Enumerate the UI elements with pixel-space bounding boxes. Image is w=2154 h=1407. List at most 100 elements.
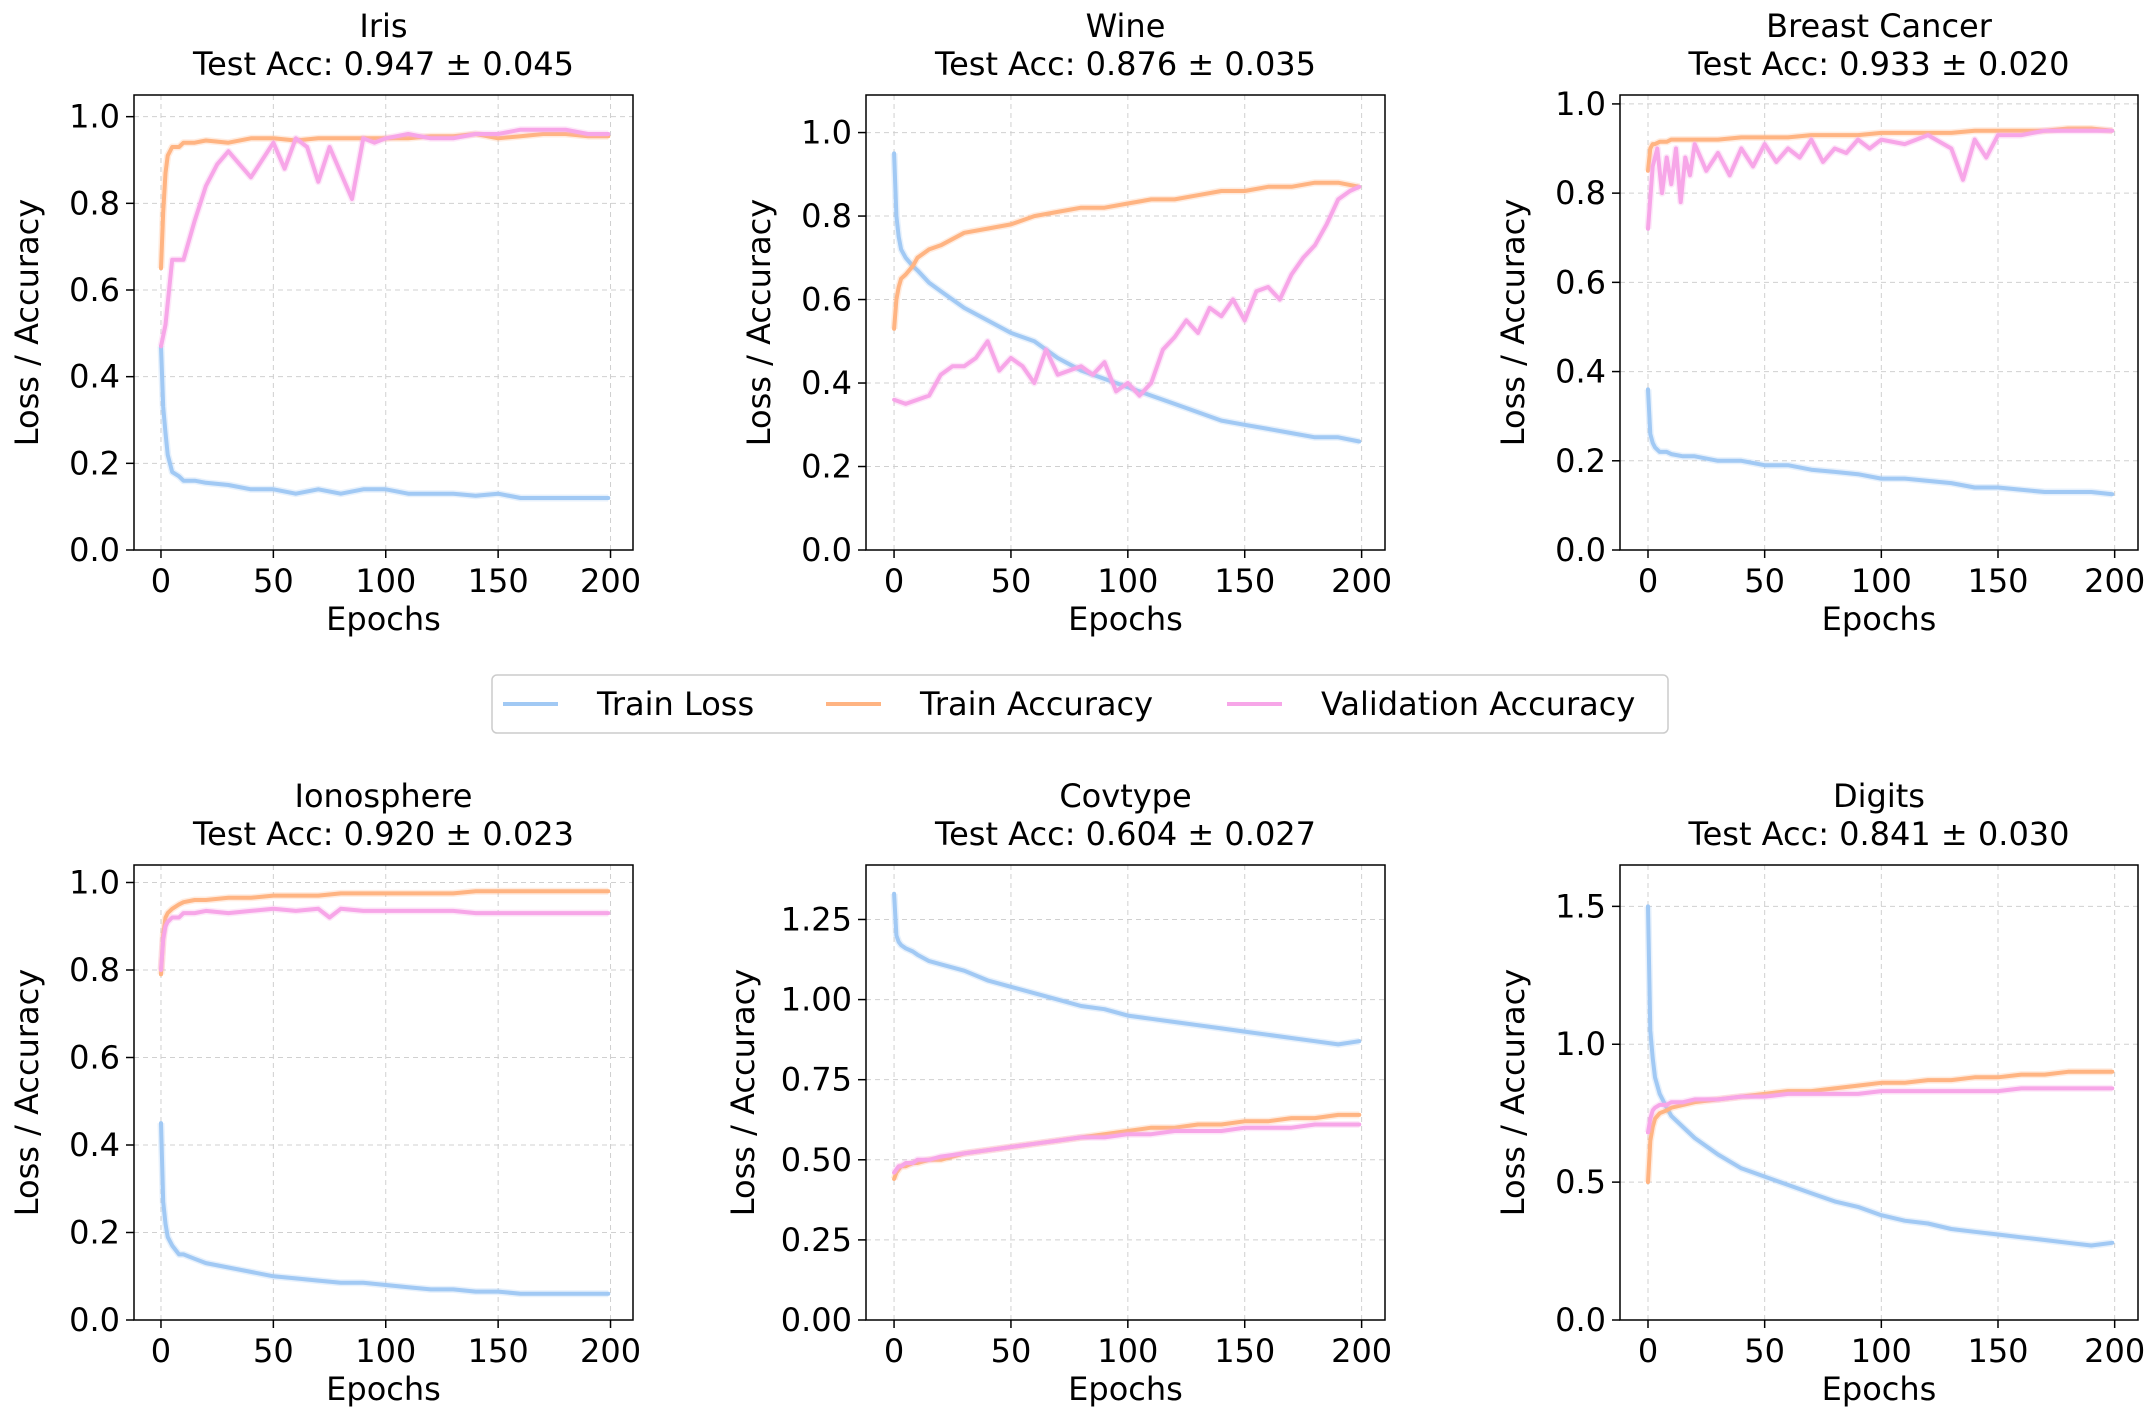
x-tick-label: 0 <box>884 1332 904 1370</box>
y-tick-label: 0.4 <box>801 364 852 402</box>
legend-label: Train Accuracy <box>919 685 1153 723</box>
y-tick-label: 0.6 <box>1555 263 1606 301</box>
y-tick-label: 0.6 <box>801 281 852 319</box>
series-line-train-loss <box>892 891 1362 1047</box>
y-axis-label: Loss / Accuracy <box>740 199 778 446</box>
chart-title: Digits <box>1833 777 1925 815</box>
plot-frame <box>865 864 1386 1321</box>
x-tick-label: 50 <box>991 1332 1032 1370</box>
y-tick-label: 0.2 <box>1555 442 1606 480</box>
y-tick-label: 0.0 <box>69 1301 120 1339</box>
series-line-train-loss <box>159 344 611 500</box>
series-line-train-accuracy <box>1646 1069 2115 1185</box>
x-tick-label: 0 <box>1638 1332 1658 1370</box>
x-tick-label: 0 <box>1638 562 1658 600</box>
x-tick-label: 200 <box>580 1332 641 1370</box>
x-tick-label: 200 <box>2084 562 2145 600</box>
x-tick-label: 200 <box>580 562 641 600</box>
x-tick-label: 0 <box>151 562 171 600</box>
x-tick-label: 100 <box>355 1332 416 1370</box>
x-tick-label: 50 <box>1744 562 1785 600</box>
x-axis-label: Epochs <box>1822 1370 1937 1407</box>
y-tick-label: 1.0 <box>1555 85 1606 123</box>
plot-frame <box>133 864 634 1321</box>
y-tick-label: 0.0 <box>69 531 120 569</box>
plot-frame <box>865 94 1386 551</box>
y-tick-label: 0.4 <box>69 358 120 396</box>
y-tick-label: 0.8 <box>801 197 852 235</box>
y-axis-label: Loss / Accuracy <box>8 969 46 1216</box>
chart-title: Covtype <box>1059 777 1191 815</box>
y-axis-label: Loss / Accuracy <box>1494 969 1532 1216</box>
y-tick-label: 1.5 <box>1555 887 1606 925</box>
series-line-train-accuracy <box>159 132 611 271</box>
y-tick-label: 0.6 <box>69 271 120 309</box>
chart-subtitle: Test Acc: 0.876 ± 0.035 <box>934 45 1316 83</box>
chart-title: Breast Cancer <box>1766 7 1993 45</box>
y-tick-label: 0.25 <box>781 1221 852 1259</box>
series-band-train-accuracy <box>157 887 609 975</box>
y-tick-label: 0.8 <box>69 951 120 989</box>
x-tick-label: 150 <box>1214 1332 1275 1370</box>
x-axis-label: Epochs <box>326 600 441 638</box>
x-tick-label: 100 <box>1851 1332 1912 1370</box>
y-axis-label: Loss / Accuracy <box>8 199 46 446</box>
x-tick-label: 50 <box>991 562 1032 600</box>
x-tick-label: 200 <box>1331 1332 1392 1370</box>
y-tick-label: 0.2 <box>69 444 120 482</box>
x-tick-label: 150 <box>468 1332 529 1370</box>
series-band-validation-accuracy <box>1644 127 2113 230</box>
chart-subtitle: Test Acc: 0.920 ± 0.023 <box>192 815 574 853</box>
y-tick-label: 1.25 <box>781 900 852 938</box>
y-axis-label: Loss / Accuracy <box>724 969 762 1216</box>
x-axis-label: Epochs <box>1822 600 1937 638</box>
series-line-train-loss <box>892 151 1362 444</box>
x-tick-label: 200 <box>2084 1332 2145 1370</box>
y-tick-label: 1.00 <box>781 981 852 1019</box>
y-tick-label: 1.0 <box>69 98 120 136</box>
y-axis-label: Loss / Accuracy <box>1494 199 1532 446</box>
y-tick-label: 0.2 <box>69 1214 120 1252</box>
x-tick-label: 50 <box>1744 1332 1785 1370</box>
y-tick-label: 0.8 <box>69 184 120 222</box>
x-axis-label: Epochs <box>1068 1370 1183 1407</box>
series-band-validation-accuracy <box>1644 1084 2113 1134</box>
y-tick-label: 0.5 <box>1555 1163 1606 1201</box>
chart-title: Wine <box>1086 7 1166 45</box>
x-tick-label: 100 <box>355 562 416 600</box>
y-tick-label: 0.4 <box>69 1126 120 1164</box>
series-line-validation-accuracy <box>159 906 611 972</box>
x-tick-label: 100 <box>1097 1332 1158 1370</box>
x-tick-label: 200 <box>1331 562 1392 600</box>
x-tick-label: 150 <box>1967 1332 2028 1370</box>
x-tick-label: 100 <box>1851 562 1912 600</box>
x-tick-label: 0 <box>151 1332 171 1370</box>
x-axis-label: Epochs <box>326 1370 441 1407</box>
series-line-validation-accuracy <box>1646 128 2115 231</box>
series-band-validation-accuracy <box>892 183 1361 408</box>
legend-label: Validation Accuracy <box>1321 685 1635 723</box>
series-band-validation-accuracy <box>891 1121 1360 1175</box>
y-tick-label: 0.00 <box>781 1301 852 1339</box>
x-axis-label: Epochs <box>1068 600 1183 638</box>
y-tick-label: 0.0 <box>1555 531 1606 569</box>
x-tick-label: 150 <box>1967 562 2028 600</box>
series-line-validation-accuracy <box>892 1122 1362 1175</box>
x-tick-label: 50 <box>253 1332 294 1370</box>
series-line-train-loss <box>1646 904 2115 1248</box>
y-tick-label: 0.8 <box>1555 174 1606 212</box>
legend-label: Train Loss <box>596 685 754 723</box>
series-line-train-accuracy <box>1646 126 2115 173</box>
chart-title: Ionosphere <box>295 777 473 815</box>
series-line-train-loss <box>159 1121 611 1296</box>
series-line-validation-accuracy <box>1646 1086 2115 1135</box>
x-tick-label: 100 <box>1097 562 1158 600</box>
y-tick-label: 0.50 <box>781 1141 852 1179</box>
series-band-train-loss <box>157 346 609 502</box>
